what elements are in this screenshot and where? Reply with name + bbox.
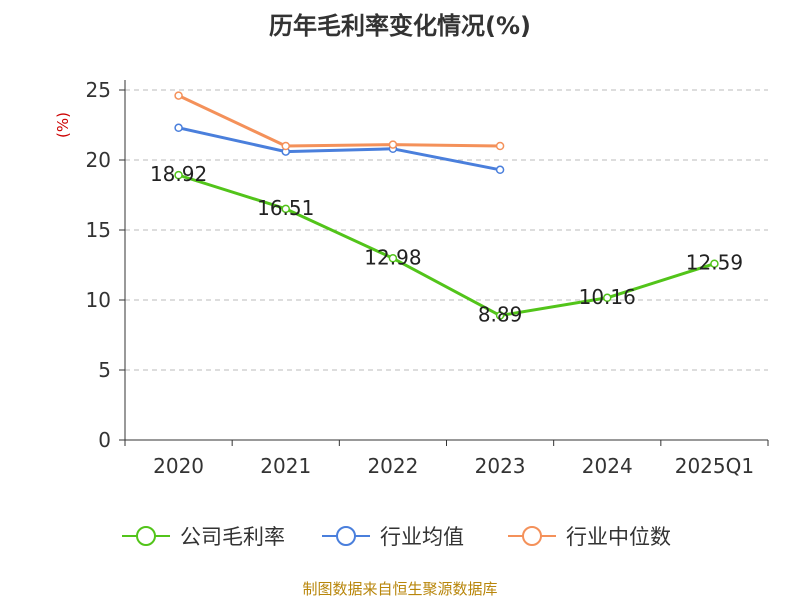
data-point: [603, 293, 612, 303]
data-label: 12.98: [364, 245, 421, 269]
legend: 公司毛利率 行业均值 行业中位数: [122, 525, 671, 549]
data-point: [495, 141, 505, 151]
x-tick-label: 2024: [582, 454, 633, 478]
gridlines: [125, 89, 768, 371]
y-tick-label: 5: [98, 358, 111, 382]
y-tick-label: 0: [98, 428, 111, 452]
data-label: 8.89: [478, 303, 523, 327]
y-tick-label: 20: [86, 148, 111, 172]
legend-label: 公司毛利率: [180, 525, 285, 549]
data-label: 10.16: [579, 285, 636, 309]
data-point: [174, 170, 183, 180]
y-tick-label: 15: [86, 218, 111, 242]
legend-label: 行业均值: [380, 525, 464, 549]
data-point: [388, 140, 398, 149]
x-tick-label: 2022: [367, 454, 418, 478]
x-tick-label: 2023: [475, 454, 526, 478]
data-point: [495, 311, 505, 320]
legend-marker: [522, 526, 542, 546]
legend-label: 行业中位数: [566, 525, 671, 549]
x-tick-label: 2025Q1: [675, 454, 754, 478]
x-tick-label: 2021: [260, 454, 311, 478]
data-labels: 18.92 16.51 12.98 8.89 10.16 12.59: [150, 162, 743, 326]
data-point: [710, 259, 719, 268]
series-line: [178, 173, 715, 318]
x-tick-label: 2020: [153, 454, 204, 478]
data-point: [174, 91, 183, 100]
axes: 0 5 10 15 20 25 2020 2021 2022 2023 2024 2025Q1: [86, 78, 769, 478]
data-label: 16.51: [257, 196, 314, 220]
data-label: 18.92: [150, 162, 207, 186]
series: [174, 91, 719, 320]
data-point: [495, 165, 505, 175]
data-point: [281, 204, 290, 214]
data-point: [281, 141, 290, 151]
y-tick-label: 25: [86, 78, 111, 102]
y-tick-label: 10: [86, 288, 111, 312]
source-note: 制图数据来自恒生聚源数据库: [302, 580, 498, 598]
chart-title: 历年毛利率变化情况(%): [269, 12, 531, 40]
data-point: [174, 123, 183, 133]
series-line: [178, 126, 501, 172]
y-axis-label: (%): [54, 112, 72, 138]
legend-marker: [136, 526, 156, 546]
data-label: 12.59: [686, 251, 743, 275]
data-point: [388, 254, 398, 263]
legend-marker: [336, 526, 356, 546]
series-line: [177, 94, 501, 148]
